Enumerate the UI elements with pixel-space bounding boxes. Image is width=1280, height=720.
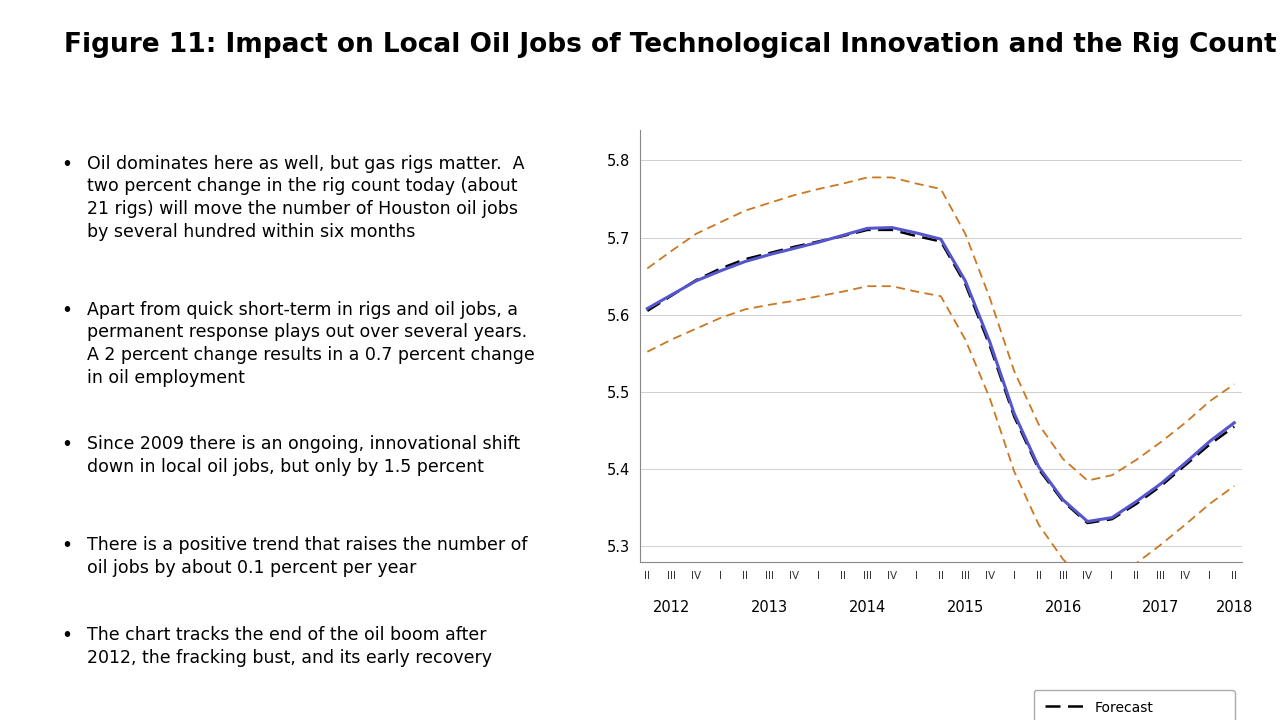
Text: Apart from quick short-term in rigs and oil jobs, a
permanent response plays out: Apart from quick short-term in rigs and … [87,300,535,387]
Text: There is a positive trend that raises the number of
oil jobs by about 0.1 percen: There is a positive trend that raises th… [87,536,527,577]
Text: •: • [61,155,72,174]
Text: •: • [61,436,72,454]
Legend: Forecast, Log Actual Oil Jobs, Errror Bounds: Forecast, Log Actual Oil Jobs, Errror Bo… [1034,690,1235,720]
Text: 2014: 2014 [849,600,886,616]
Text: •: • [61,626,72,645]
Text: 2017: 2017 [1142,600,1180,616]
Text: •: • [61,536,72,555]
Text: The chart tracks the end of the oil boom after
2012, the fracking bust, and its : The chart tracks the end of the oil boom… [87,626,492,667]
Text: Figure 11: Impact on Local Oil Jobs of Technological Innovation and the Rig Coun: Figure 11: Impact on Local Oil Jobs of T… [64,32,1276,58]
Text: Since 2009 there is an ongoing, innovational shift
down in local oil jobs, but o: Since 2009 there is an ongoing, innovati… [87,436,520,476]
Text: 2018: 2018 [1216,600,1253,616]
Text: •: • [61,300,72,320]
Text: 2016: 2016 [1044,600,1082,616]
Text: Oil dominates here as well, but gas rigs matter.  A
two percent change in the ri: Oil dominates here as well, but gas rigs… [87,155,525,241]
Text: 2012: 2012 [653,600,690,616]
Text: 2013: 2013 [751,600,788,616]
Text: 2015: 2015 [947,600,984,616]
